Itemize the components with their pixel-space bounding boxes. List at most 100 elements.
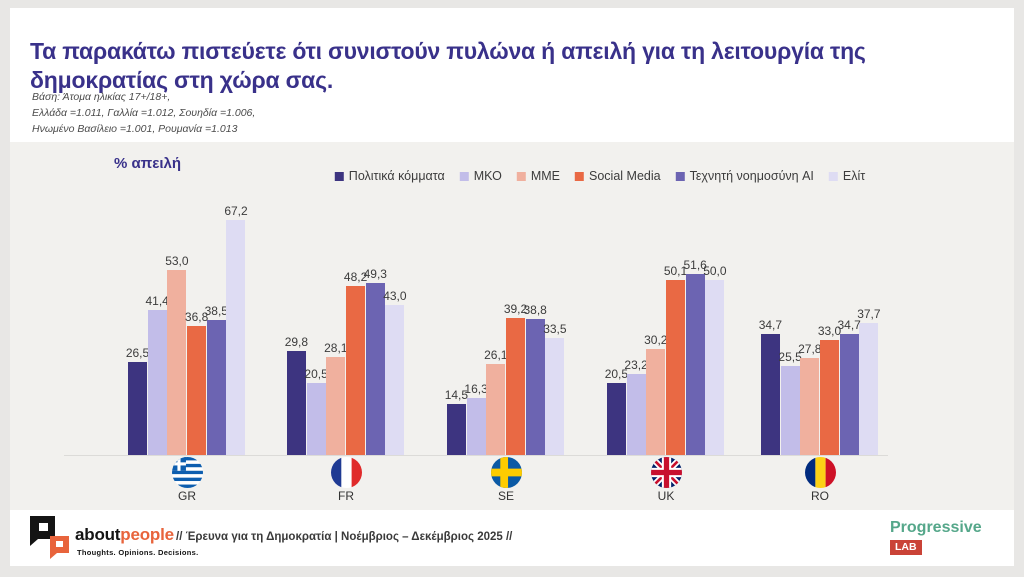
legend-item-3: Social Media [575, 169, 661, 183]
page-title: Τα παρακάτω πιστεύετε ότι συνιστούν πυλώ… [30, 37, 980, 94]
base-note-line-1: Βάση: Άτομα ηλικίας 17+/18+, [32, 91, 171, 103]
chart-legend: Πολιτικά κόμματα ΜΚΟ ΜΜΕ Social Media Τεχνητ… [334, 169, 866, 183]
country-label-se: SE [497, 489, 514, 503]
bar-value-label: 23,2 [624, 357, 648, 372]
bar-value-label: 25,5 [778, 349, 802, 364]
legend-label: Social Media [589, 169, 661, 183]
base-note-line-3: Ηνωμένο Βασίλειο =1.001, Ρουμανία =1.013 [32, 122, 238, 135]
legend-label: Ελίτ [842, 169, 866, 183]
bar-fr-series-2 [326, 356, 346, 455]
bar-fr-series-3 [346, 286, 366, 455]
bar-value-label: 36,8 [184, 310, 209, 325]
legend-swatch-icon [675, 171, 685, 181]
country-label-uk: UK [657, 489, 675, 503]
base-note-line-2: Ελλάδα =1.011, Γαλλία =1.012, Σουηδία =1… [32, 106, 256, 119]
romania-flag [804, 457, 836, 488]
bar-gr-series-2 [167, 269, 187, 455]
bar-ro-series-5 [859, 323, 879, 455]
bar-value-label: 39,2 [503, 301, 528, 316]
bar-value-label: 33,0 [817, 323, 842, 338]
bar-uk-series-0 [606, 383, 626, 456]
title-line-1: Τα παρακάτω πιστεύετε ότι συνιστούν πυλώ… [30, 38, 866, 65]
bar-value-label: 20,5 [604, 367, 629, 382]
bar-fr-series-1 [306, 383, 326, 456]
legend-label: ΜΚΟ [473, 169, 502, 183]
legend-label: Τεχνητή νοημοσύνη AI [689, 169, 814, 183]
bar-value-label: 34,7 [837, 317, 861, 332]
aboutpeople-logo-icon [28, 516, 70, 559]
bar-se-series-1 [466, 397, 486, 455]
bar-uk-series-1 [626, 373, 646, 455]
country-label-fr: FR [338, 489, 354, 503]
bar-value-label: 33,5 [543, 321, 567, 336]
bar-value-label: 14,5 [444, 388, 469, 403]
bar-se-series-3 [506, 317, 526, 455]
legend-swatch-icon [828, 171, 838, 181]
legend-item-4: Τεχνητή νοημοσύνη AI [675, 169, 814, 183]
progressive-lab-badge: LAB [890, 540, 922, 555]
bar-value-label: 41,4 [145, 294, 169, 309]
legend-item-5: Ελίτ [828, 169, 866, 183]
bar-value-label: 34,7 [758, 317, 783, 332]
france-flag [330, 457, 362, 488]
bar-value-label: 20,5 [304, 367, 328, 382]
legend-item-0: Πολιτικά κόμματα [334, 169, 445, 183]
sweden-flag [490, 457, 522, 488]
country-label-ro: RO [811, 489, 829, 503]
legend-item-2: ΜΜΕ [516, 169, 561, 183]
bar-value-label: 49,3 [363, 266, 387, 281]
brand-people: people [120, 525, 174, 544]
bar-fr-series-0 [286, 350, 306, 455]
logo-orange-bubble-icon [50, 536, 69, 553]
bar-fr-series-4 [365, 282, 385, 455]
bar-value-label: 43,0 [383, 288, 407, 303]
bar-value-label: 37,7 [857, 307, 881, 321]
bar-uk-series-4 [685, 274, 705, 455]
bar-value-label: 28,1 [324, 340, 348, 355]
bar-value-label: 50,1 [663, 263, 688, 278]
bar-value-label: 30,2 [644, 333, 668, 348]
legend-label: ΜΜΕ [530, 169, 561, 183]
logo-black-bubble-icon [30, 516, 55, 539]
chart-title-threat-percent: % απειλή [114, 155, 182, 172]
bar-value-label: 51,6 [683, 258, 707, 273]
bar-ro-series-4 [839, 333, 859, 455]
bar-value-label: 67,2 [224, 203, 248, 218]
bar-se-series-4 [525, 319, 545, 455]
bar-se-series-5 [545, 337, 565, 456]
bar-gr-series-5 [226, 219, 246, 455]
country-label-gr: GR [178, 489, 196, 503]
bar-value-label: 29,8 [284, 334, 309, 349]
survey-footer-note: // Έρευνα για τη Δημοκρατία | Νοέμβριος … [176, 531, 513, 543]
bar-gr-series-0 [127, 362, 147, 456]
x-axis-line [64, 455, 888, 456]
legend-swatch-icon [516, 171, 526, 181]
bar-uk-series-5 [705, 280, 725, 455]
bar-gr-series-3 [187, 326, 207, 455]
bar-fr-series-5 [385, 304, 405, 455]
footer-band [10, 510, 1014, 566]
header-band [10, 8, 1014, 142]
bar-value-label: 38,8 [523, 303, 547, 318]
progressive-lab-wordmark: Progressive [890, 519, 982, 536]
brand-tagline: Thoughts. Opinions. Decisions. [77, 548, 199, 557]
title-line-2: δημοκρατίας στη χώρα σας. [30, 66, 334, 93]
brand-about: about [75, 525, 121, 544]
bar-ro-series-2 [800, 357, 820, 455]
bar-value-label: 27,8 [798, 341, 822, 356]
bar-value-label: 48,2 [343, 270, 368, 285]
bar-ro-series-3 [820, 339, 840, 455]
bar-uk-series-3 [666, 279, 686, 455]
united-kingdom-flag [650, 457, 682, 488]
bar-value-label: 53,0 [165, 253, 189, 268]
bar-gr-series-1 [147, 310, 167, 455]
bar-value-label: 38,5 [204, 304, 228, 319]
bar-value-label: 16,3 [464, 381, 488, 396]
legend-label: Πολιτικά κόμματα [348, 169, 445, 183]
bar-se-series-0 [446, 404, 466, 456]
bar-se-series-2 [486, 363, 506, 455]
bar-uk-series-2 [646, 349, 666, 455]
bar-value-label: 26,5 [125, 346, 150, 361]
legend-item-1: ΜΚΟ [459, 169, 502, 183]
